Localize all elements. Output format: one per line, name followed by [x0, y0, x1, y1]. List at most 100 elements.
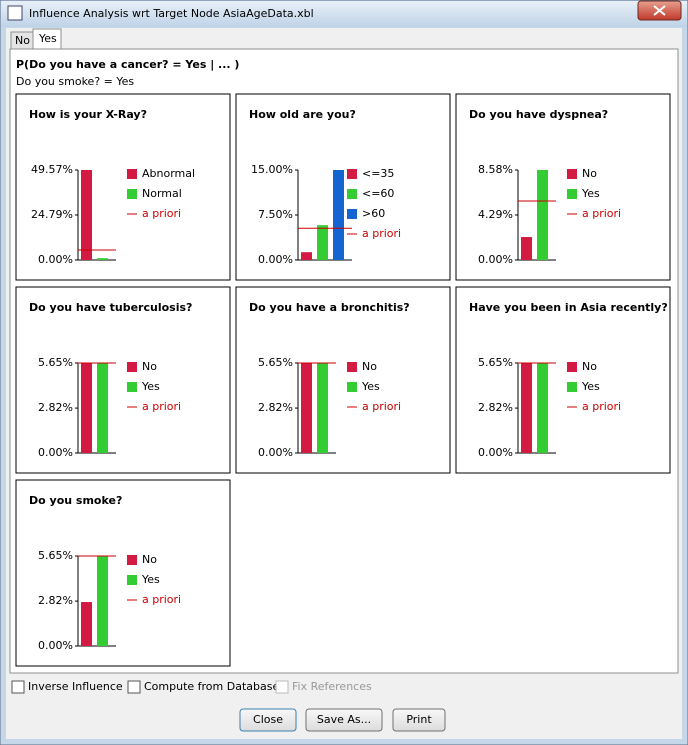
legend-label: Yes — [581, 380, 600, 393]
legend-label: Abnormal — [142, 167, 195, 180]
checkbox-label: Compute from Database — [144, 680, 279, 693]
chart-title: Do you have tuberculosis? — [29, 301, 192, 314]
title-bar — [1, 1, 687, 27]
legend-swatch — [127, 189, 137, 199]
legend-label: Yes — [581, 187, 600, 200]
legend-label: Normal — [142, 187, 182, 200]
checkbox[interactable] — [127, 680, 141, 694]
legend-label: No — [362, 360, 377, 373]
bar — [81, 363, 92, 453]
legend-label: a priori — [142, 207, 181, 220]
y-tick-label: 5.65% — [258, 356, 293, 369]
tab-label: Yes — [38, 32, 57, 45]
chart-title: Do you have dyspnea? — [469, 108, 608, 121]
bar — [317, 225, 328, 260]
legend-label: a priori — [142, 593, 181, 606]
checkbox[interactable] — [11, 680, 25, 694]
evidence: Do you smoke? = Yes — [16, 75, 134, 88]
bar — [521, 363, 532, 453]
y-tick-label: 0.00% — [258, 253, 293, 266]
y-tick-label: 2.82% — [38, 401, 73, 414]
y-tick-label: 0.00% — [38, 446, 73, 459]
window-title: Influence Analysis wrt Target Node AsiaA… — [29, 7, 314, 20]
y-tick-label: 2.82% — [38, 594, 73, 607]
button[interactable] — [305, 708, 383, 732]
app-icon — [7, 5, 23, 21]
legend-swatch — [347, 362, 357, 372]
bar — [301, 363, 312, 453]
legend-label: a priori — [582, 207, 621, 220]
y-tick-label: 24.79% — [31, 208, 73, 221]
chart-title: Do you have a bronchitis? — [249, 301, 410, 314]
chart-panel — [455, 286, 671, 474]
legend-label: No — [142, 553, 157, 566]
legend-swatch — [127, 362, 137, 372]
chart-title: How old are you? — [249, 108, 356, 121]
legend-swatch — [567, 362, 577, 372]
legend-label: No — [582, 360, 597, 373]
legend-swatch — [567, 169, 577, 179]
checkbox-label: Inverse Influence — [28, 680, 123, 693]
y-tick-label: 0.00% — [258, 446, 293, 459]
legend-label: a priori — [362, 400, 401, 413]
bar — [97, 258, 108, 260]
legend-label: >60 — [362, 207, 385, 220]
y-tick-label: 5.65% — [478, 356, 513, 369]
checkbox-label: Fix References — [292, 680, 372, 693]
y-tick-label: 7.50% — [258, 208, 293, 221]
chart-panel — [15, 93, 231, 281]
close-icon — [653, 5, 666, 16]
legend-label: Yes — [141, 573, 160, 586]
button-label: Save As... — [317, 713, 371, 726]
bar — [97, 556, 108, 646]
chart-title: Have you been in Asia recently? — [469, 301, 668, 314]
y-tick-label: 2.82% — [478, 401, 513, 414]
y-tick-label: 8.58% — [478, 163, 513, 176]
bar — [81, 170, 92, 260]
legend-label: Yes — [361, 380, 380, 393]
chart-panel — [235, 286, 451, 474]
legend-swatch — [567, 189, 577, 199]
legend-swatch — [347, 169, 357, 179]
bar — [317, 363, 328, 453]
legend-swatch — [127, 555, 137, 565]
y-tick-label: 0.00% — [478, 446, 513, 459]
legend-label: a priori — [362, 227, 401, 240]
button-label: Print — [406, 713, 432, 726]
legend-swatch — [127, 169, 137, 179]
chart-panel — [15, 479, 231, 667]
button-label: Close — [253, 713, 283, 726]
button[interactable] — [239, 708, 297, 732]
y-tick-label: 0.00% — [38, 253, 73, 266]
legend-label: a priori — [582, 400, 621, 413]
legend-swatch — [347, 209, 357, 219]
y-tick-label: 5.65% — [38, 549, 73, 562]
y-tick-label: 4.29% — [478, 208, 513, 221]
chart-title: Do you smoke? — [29, 494, 122, 507]
checkbox — [275, 680, 289, 694]
legend-label: a priori — [142, 400, 181, 413]
y-tick-label: 0.00% — [478, 253, 513, 266]
legend-swatch — [127, 382, 137, 392]
y-tick-label: 2.82% — [258, 401, 293, 414]
bar — [537, 363, 548, 453]
legend-label: <=60 — [362, 187, 394, 200]
legend-swatch — [347, 189, 357, 199]
legend-swatch — [567, 382, 577, 392]
legend-label: <=35 — [362, 167, 394, 180]
y-tick-label: 49.57% — [31, 163, 73, 176]
chart-panel — [15, 286, 231, 474]
chart-panel — [455, 93, 671, 281]
legend-swatch — [347, 382, 357, 392]
bar — [301, 252, 312, 260]
query: P(Do you have a cancer? = Yes | ... ) — [16, 58, 239, 71]
button[interactable] — [392, 708, 446, 732]
legend-label: Yes — [141, 380, 160, 393]
bar — [521, 237, 532, 260]
tab-label: No — [15, 34, 30, 47]
legend-swatch — [127, 575, 137, 585]
bar — [333, 170, 344, 260]
bar — [81, 602, 92, 646]
y-tick-label: 15.00% — [251, 163, 293, 176]
